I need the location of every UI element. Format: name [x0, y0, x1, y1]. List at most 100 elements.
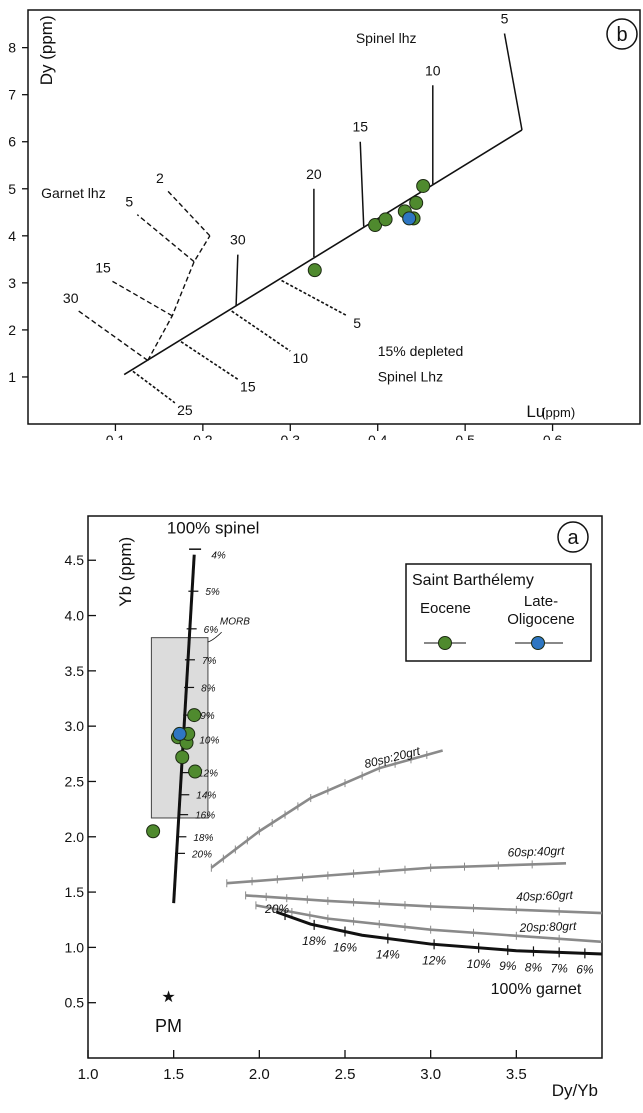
garnet-branch-label: 2	[156, 170, 164, 186]
garnet-branch	[110, 279, 173, 317]
y-tick-label: 1.0	[65, 939, 85, 955]
garnet-curve-tick-label: 8%	[525, 960, 543, 974]
depleted-branch	[231, 310, 291, 352]
garnet-trend-line	[147, 235, 211, 361]
data-point-eocene	[409, 195, 424, 210]
garnet-curve	[275, 910, 603, 956]
y-tick-label: 7	[8, 87, 16, 103]
x-tick-label: 0.2	[193, 432, 213, 440]
x-axis-unit: (ppm)	[541, 405, 575, 420]
spinel-curve-tick-label: 20%	[191, 849, 212, 860]
y-tick-label: 2	[8, 322, 16, 338]
data-point-eocene	[307, 263, 322, 278]
y-tick-label: 8	[8, 40, 16, 56]
data-point-eocene	[378, 212, 393, 227]
garnet-curve-tick-label: 20%	[264, 902, 289, 916]
depleted-branch	[281, 279, 348, 317]
morb-label: MORB	[220, 616, 250, 627]
garnet-branch	[136, 214, 195, 263]
spinel-curve-tick-label: 8%	[201, 683, 216, 694]
data-point-eocene	[416, 178, 431, 193]
y-tick-label: 4.0	[65, 608, 85, 624]
spinel-tick-label: 10	[425, 62, 441, 78]
data-point-late-oligocene	[402, 211, 417, 226]
garnet-curve-tick-label: 10%	[467, 957, 491, 971]
data-point-eocene	[187, 708, 202, 723]
garnet-curve-tick-label: 18%	[302, 934, 326, 948]
spinel-trend-label: Spinel lhz	[356, 30, 417, 46]
y-tick-label: 1	[8, 369, 16, 385]
depleted-branch-label: 5	[353, 315, 361, 331]
x-tick-label: 1.0	[78, 1066, 99, 1083]
x-tick-label: 2.5	[335, 1066, 356, 1083]
y-tick-label: 2.0	[65, 829, 85, 845]
y-axis-label: Dy (ppm)	[37, 15, 56, 85]
panel-label: a	[567, 527, 579, 549]
y-axis-label: Yb (ppm)	[116, 537, 135, 607]
spinel-curve-tick-label: 5%	[205, 587, 220, 598]
x-axis-label: Lu	[526, 402, 545, 421]
legend-entry-label: Oligocene	[507, 611, 575, 628]
chart-a: 1.0 1.5 2.0 2.5 3.0 3.5 0.5 1.0 1.5 2.0 2.5 3.0 3.5 4…	[65, 515, 603, 1100]
y-tick-label: 5	[8, 181, 16, 197]
legend-entry-label: Late-	[524, 593, 558, 610]
x-tick-label: 0.1	[106, 432, 126, 440]
y-tick-label: 3	[8, 275, 16, 291]
x-tick-label: 1.5	[163, 1066, 184, 1083]
x-axis-label: Dy/Yb	[552, 1081, 598, 1100]
garnet-branch-label: 5	[125, 194, 133, 210]
garnet-curve-label: 100% garnet	[491, 981, 582, 998]
garnet-branch	[167, 190, 211, 237]
morb-pointer	[207, 631, 222, 643]
chart-b: 0.1 0.2 0.3 0.4 0.5 0.6 1 2 3 4 5 6 7 8 Dy (ppm) Lu(ppm…	[8, 9, 641, 440]
garnet-curve-tick-label: 12%	[422, 953, 446, 967]
x-tick-label: 2.0	[249, 1066, 270, 1083]
spinel-curve-label: 100% spinel	[167, 518, 260, 537]
data-point-eocene	[175, 750, 190, 765]
spinel-curve-tick-label: 7%	[202, 656, 217, 667]
spinel-curve-tick-label: 18%	[193, 833, 213, 844]
y-tick-label: 0.5	[65, 995, 85, 1011]
mixing-curve-label: 60sp:40grt	[507, 844, 565, 860]
mixing-curve-label: 20sp:80grt	[518, 919, 577, 935]
panel-label-circle	[606, 18, 638, 50]
depleted-label-line1: 15% depleted	[378, 343, 464, 359]
spinel-tick-label: 15	[352, 119, 368, 135]
x-tick-label: 0.4	[368, 432, 388, 440]
legend-late-oligocene-marker	[531, 636, 545, 650]
y-tick-label: 3.0	[65, 718, 85, 734]
legend-title: Saint Barthélemy	[412, 572, 534, 589]
data-point-eocene	[188, 764, 203, 779]
spinel-curve-tick-label: 6%	[204, 625, 219, 636]
garnet-trend-label: Garnet lhz	[41, 185, 106, 201]
spinel-tick	[503, 33, 523, 131]
depleted-label-line2: Spinel Lhz	[378, 369, 443, 385]
spinel-tick-label: 5	[501, 11, 509, 27]
spinel-tick-label: 20	[306, 166, 322, 182]
depleted-branch-label: 15	[240, 378, 256, 394]
plot-frame	[27, 9, 641, 425]
spinel-tick-label: 30	[230, 232, 246, 248]
x-tick-label: 0.6	[543, 432, 563, 440]
y-tick-label: 1.5	[65, 884, 85, 900]
y-tick-label: 4.5	[65, 552, 85, 568]
x-tick-label: 0.3	[281, 432, 301, 440]
pm-star-icon: ★	[161, 989, 175, 1006]
panel-label: b	[616, 24, 627, 46]
pm-label: PM	[155, 1016, 182, 1036]
legend-eocene-marker	[438, 636, 452, 650]
x-tick-label: 3.5	[506, 1066, 527, 1083]
y-tick-label: 2.5	[65, 773, 85, 789]
garnet-branch	[78, 310, 149, 362]
panel-label-circle	[557, 521, 589, 553]
spinel-curve-tick-label: 10%	[199, 735, 219, 746]
spinel-curve-tick-label: 12%	[198, 769, 218, 780]
mixing-curve-label: 80sp:20grt	[363, 744, 422, 771]
legend-entry-label: Eocene	[420, 600, 471, 617]
spinel-top-cap-label: 4%	[211, 551, 226, 562]
depleted-branch	[180, 341, 239, 380]
garnet-branch-label: 30	[63, 290, 79, 306]
depleted-branch-label: 10	[292, 350, 308, 366]
garnet-curve-tick-label: 9%	[499, 959, 517, 973]
